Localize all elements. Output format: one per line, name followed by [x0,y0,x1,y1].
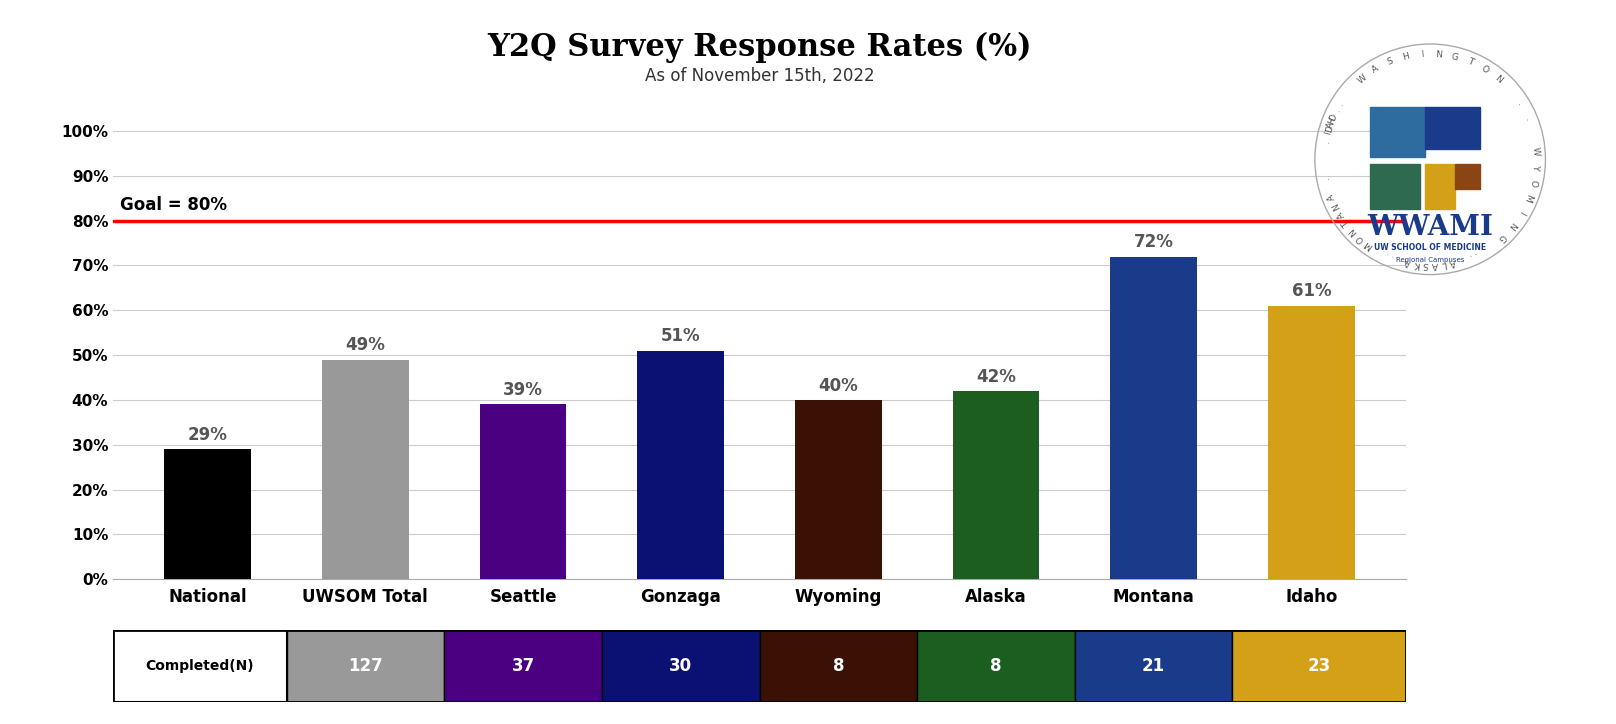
Text: S: S [1387,56,1395,67]
Text: Completed(N): Completed(N) [145,659,254,673]
Text: M: M [1362,238,1374,251]
Text: UW SCHOOL OF MEDICINE: UW SCHOOL OF MEDICINE [1374,243,1487,252]
Text: Goal = 80%: Goal = 80% [120,196,226,214]
Bar [1456,164,1480,190]
Text: N: N [1435,49,1441,59]
Text: H: H [1401,51,1411,62]
Bar [637,350,724,579]
Bar [601,630,760,702]
Text: W: W [1530,146,1540,156]
Text: N: N [1330,201,1341,211]
Bar [1110,256,1197,579]
Text: I: I [1516,209,1526,216]
Text: A: A [1327,193,1336,201]
Bar [480,405,566,579]
Text: M: M [1522,193,1534,203]
Bar [1269,306,1354,579]
Text: .: . [1322,175,1332,180]
Bar [953,391,1039,579]
Text: G: G [1450,51,1459,62]
Bar [795,400,882,579]
Text: WWAMI: WWAMI [1367,214,1493,241]
Bar [113,630,286,702]
Text: As of November 15th, 2022: As of November 15th, 2022 [645,67,874,85]
Text: D: D [1324,125,1335,133]
Text: L: L [1440,259,1446,269]
Text: A: A [1432,260,1438,269]
Text: 42%: 42% [976,368,1016,386]
Text: N: N [1348,226,1359,237]
Bar [760,630,918,702]
Text: 72%: 72% [1134,233,1173,251]
Text: T: T [1341,219,1353,228]
Text: N: N [1506,220,1517,231]
Text: G: G [1495,232,1506,243]
Text: I: I [1420,50,1424,59]
Text: A: A [1404,257,1412,267]
Bar [1370,164,1420,209]
Bar [444,630,601,702]
Bar [1425,164,1456,209]
Text: .: . [1322,139,1332,143]
Text: Y: Y [1530,164,1540,170]
Text: .: . [1333,106,1341,113]
Bar [286,630,444,702]
Text: W: W [1356,72,1369,85]
Text: I: I [1324,130,1333,135]
Text: A: A [1325,121,1336,130]
Text: 8: 8 [991,657,1002,675]
Bar [1370,107,1425,157]
Text: O: O [1527,178,1538,187]
Text: .: . [1467,252,1472,261]
Text: 23: 23 [1307,657,1332,675]
Text: S: S [1422,260,1429,269]
Text: O: O [1354,232,1366,244]
Text: 61%: 61% [1291,282,1332,300]
Text: Regional Campuses: Regional Campuses [1396,256,1464,263]
Bar [165,449,250,579]
Text: .: . [1382,250,1388,259]
Bar [1075,630,1233,702]
Text: .: . [1472,250,1479,259]
Text: A: A [1370,64,1380,75]
Text: 30: 30 [669,657,692,675]
Text: N: N [1493,73,1503,85]
Text: O: O [1328,112,1340,122]
Text: 29%: 29% [187,426,228,444]
Text: 40%: 40% [818,376,858,395]
Bar [1233,630,1406,702]
Text: H: H [1327,117,1338,126]
Text: T: T [1466,56,1474,67]
Text: O: O [1479,64,1490,75]
Bar [918,630,1075,702]
Bar [1425,107,1480,149]
Text: A: A [1448,257,1456,267]
Text: 21: 21 [1143,657,1165,675]
Text: 49%: 49% [346,336,385,354]
Text: 8: 8 [832,657,844,675]
Text: .: . [1514,100,1524,107]
Text: Y2Q Survey Response Rates (%): Y2Q Survey Response Rates (%) [488,31,1031,63]
Text: .: . [1388,252,1393,261]
Text: A: A [1335,210,1346,220]
Bar [322,360,409,579]
Text: .: . [1336,100,1346,107]
Text: 127: 127 [347,657,383,675]
Text: .: . [1522,117,1532,123]
Text: 51%: 51% [661,327,700,345]
Text: 37: 37 [511,657,535,675]
Text: K: K [1414,259,1420,269]
Text: 39%: 39% [503,381,543,399]
